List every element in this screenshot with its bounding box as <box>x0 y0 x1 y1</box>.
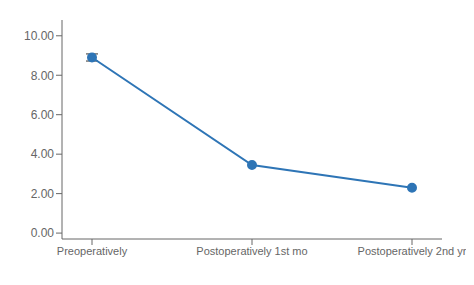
svg-text:8.00: 8.00 <box>31 69 55 83</box>
svg-text:0.00: 0.00 <box>31 226 55 240</box>
svg-text:Preoperatively: Preoperatively <box>57 245 128 257</box>
svg-text:10.00: 10.00 <box>24 29 54 43</box>
svg-text:2.00: 2.00 <box>31 187 55 201</box>
svg-text:Postoperatively 2nd yr: Postoperatively 2nd yr <box>358 245 466 257</box>
svg-text:Postoperatively 1st mo: Postoperatively 1st mo <box>196 245 307 257</box>
svg-text:4.00: 4.00 <box>31 147 55 161</box>
svg-text:6.00: 6.00 <box>31 108 55 122</box>
